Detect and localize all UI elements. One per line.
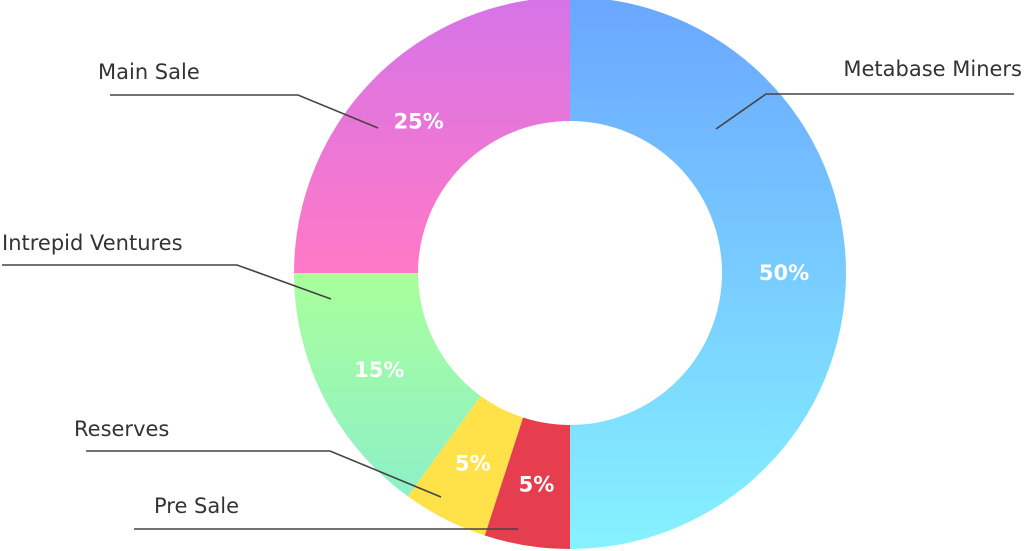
slice-value-label-metabase-miners: 50% xyxy=(759,261,809,285)
slice-labels-group: 50% 5% 5% 15% 25% xyxy=(354,110,809,497)
legend-label-intrepid-ventures: Intrepid Ventures xyxy=(2,231,183,255)
legend-label-main-sale: Main Sale xyxy=(98,60,200,84)
legend-label-reserves: Reserves xyxy=(74,417,169,441)
leader-line-reserves xyxy=(86,450,442,498)
slice-pre-sale xyxy=(484,417,570,549)
slice-value-label-pre-sale: 5% xyxy=(519,472,555,496)
slice-intrepid-ventures xyxy=(294,273,481,497)
leader-line-main-sale xyxy=(110,94,379,129)
slice-metabase-miners xyxy=(570,0,846,549)
leader-line-metabase-miners xyxy=(715,93,1014,130)
slice-main-sale xyxy=(294,0,570,273)
slice-value-label-reserves: 5% xyxy=(455,452,491,476)
slice-reserves xyxy=(407,395,524,536)
legend-label-metabase-miners: Metabase Miners xyxy=(843,57,1022,81)
slices-group xyxy=(294,0,846,549)
slice-value-label-intrepid-ventures: 15% xyxy=(354,358,404,382)
legend-labels-group: Metabase Miners Pre Sale Reserves Intrepid … xyxy=(2,57,1022,518)
leader-line-intrepid-ventures xyxy=(2,264,332,300)
slice-value-label-main-sale: 25% xyxy=(394,110,444,134)
legend-label-pre-sale: Pre Sale xyxy=(154,494,239,518)
leader-lines-group xyxy=(2,93,1014,530)
